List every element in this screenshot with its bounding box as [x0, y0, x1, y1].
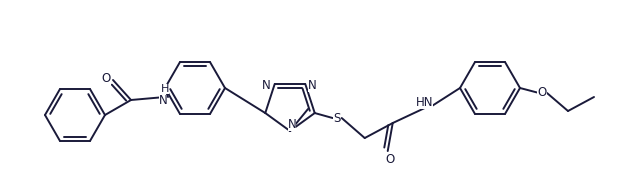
Text: O: O: [102, 72, 111, 85]
Text: O: O: [538, 87, 546, 100]
Text: H: H: [161, 84, 169, 94]
Text: N: N: [308, 79, 316, 92]
Text: N: N: [262, 79, 271, 92]
Text: S: S: [333, 112, 340, 125]
Text: O: O: [385, 153, 394, 166]
Text: HN: HN: [416, 96, 434, 109]
Text: N: N: [159, 95, 168, 108]
Text: N: N: [288, 117, 297, 130]
